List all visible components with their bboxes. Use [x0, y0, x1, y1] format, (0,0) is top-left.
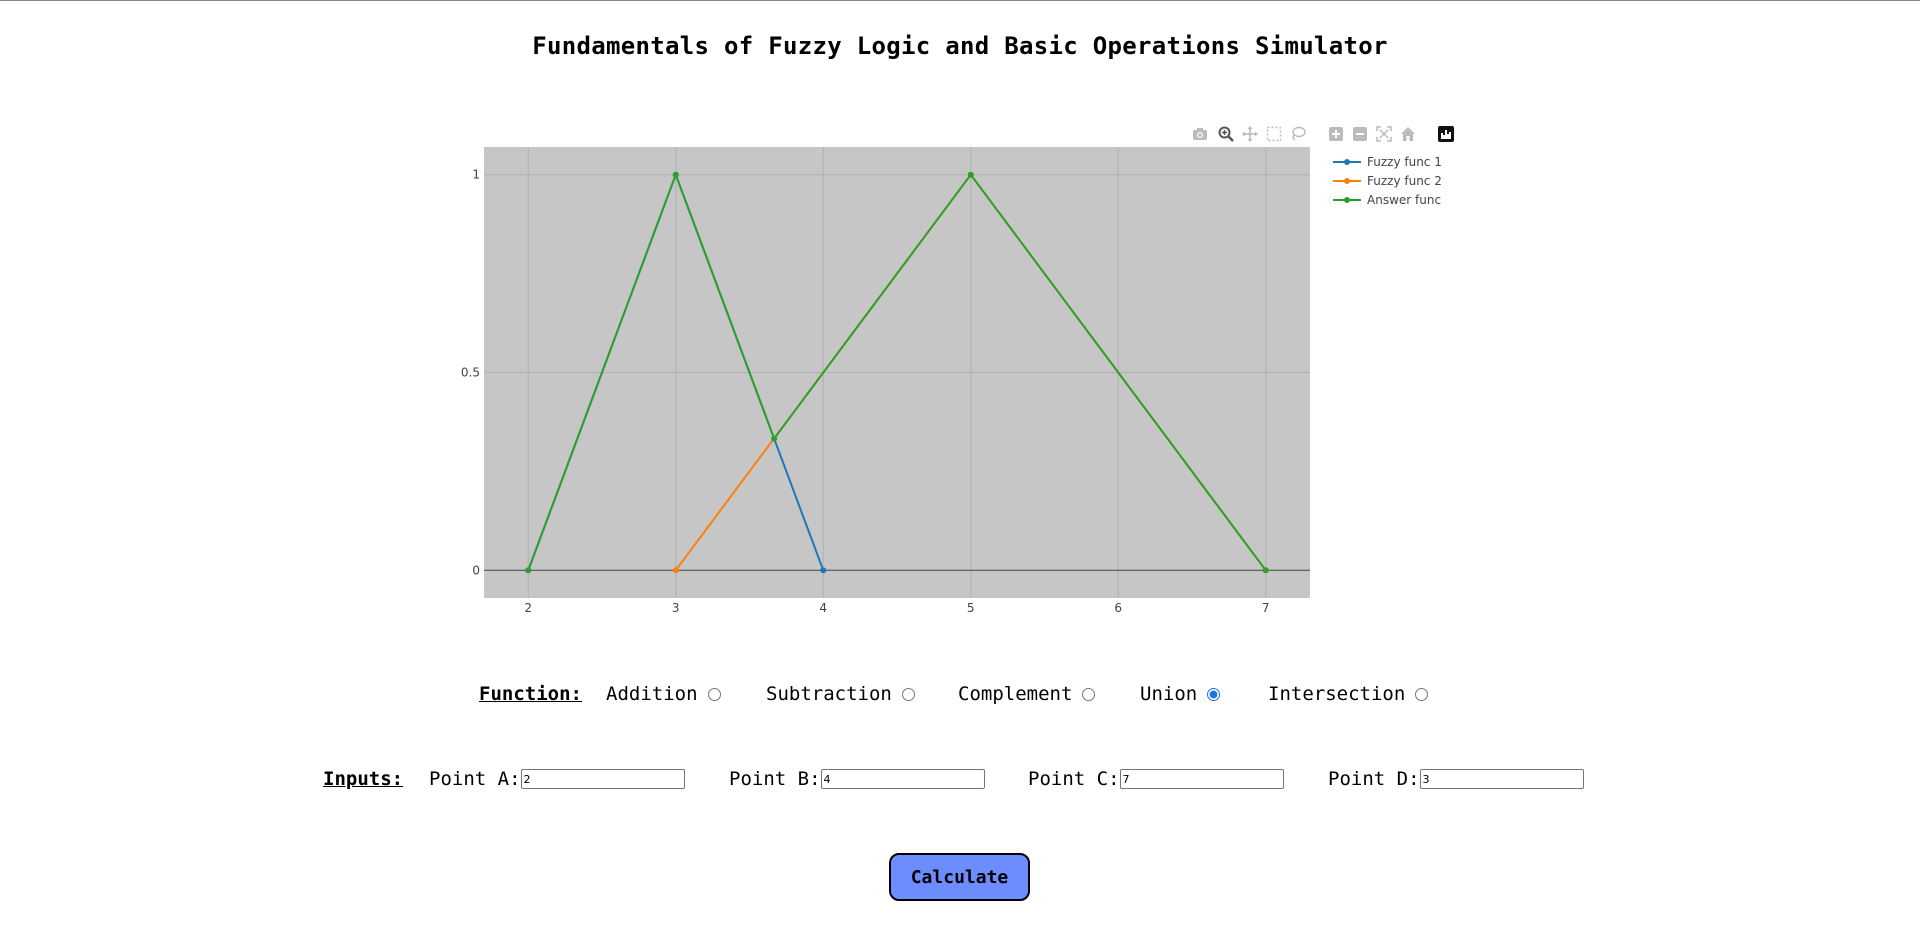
x-tick-label: 2	[524, 601, 532, 615]
point-c-group: Point C:	[1028, 768, 1284, 790]
x-tick-label: 4	[819, 601, 827, 615]
option-label: Union	[1140, 683, 1198, 705]
option-label: Intersection	[1268, 683, 1406, 705]
camera-icon[interactable]	[1190, 124, 1210, 144]
option-label: Addition	[606, 683, 698, 705]
autoscale-icon[interactable]	[1374, 124, 1394, 144]
data-point[interactable]	[771, 435, 778, 442]
addition-radio[interactable]	[707, 687, 721, 701]
inputs-label: Inputs:	[323, 768, 404, 790]
point-a-group: Point A:	[429, 768, 685, 790]
option-subtraction[interactable]: Subtraction	[766, 683, 915, 705]
data-point[interactable]	[525, 567, 532, 574]
x-tick-label: 6	[1114, 601, 1122, 615]
point-b-label: Point B:	[729, 768, 821, 790]
pan-icon[interactable]	[1240, 124, 1260, 144]
plotly-logo-icon[interactable]	[1436, 124, 1456, 144]
y-tick-label: 1	[472, 168, 480, 182]
legend-marker	[1344, 178, 1350, 184]
data-point[interactable]	[820, 567, 827, 574]
reset-axes-icon[interactable]	[1398, 124, 1418, 144]
subtraction-radio[interactable]	[901, 687, 915, 701]
point-a-label: Point A:	[429, 768, 521, 790]
inputs-section: Inputs: Point A: Point B: Point C: Point…	[0, 768, 1920, 794]
point-c-input[interactable]	[1119, 769, 1284, 789]
legend-marker	[1344, 159, 1350, 165]
option-label: Complement	[958, 683, 1073, 705]
point-a-input[interactable]	[520, 769, 685, 789]
option-union[interactable]: Union	[1140, 683, 1221, 705]
x-tick-label: 3	[672, 601, 680, 615]
union-radio[interactable]	[1207, 687, 1221, 701]
box-select-icon[interactable]	[1264, 124, 1284, 144]
option-addition[interactable]: Addition	[606, 683, 721, 705]
legend-item-label[interactable]: Fuzzy func 2	[1367, 174, 1442, 188]
function-label: Function:	[479, 683, 582, 705]
legend-item-label[interactable]: Answer func	[1367, 193, 1441, 207]
x-tick-label: 7	[1262, 601, 1270, 615]
point-d-label: Point D:	[1328, 768, 1420, 790]
point-b-group: Point B:	[729, 768, 985, 790]
data-point[interactable]	[1262, 567, 1269, 574]
y-tick-label: 0.5	[461, 366, 480, 380]
top-border	[0, 0, 1920, 1]
legend-item-label[interactable]: Fuzzy func 1	[1367, 155, 1442, 169]
option-intersection[interactable]: Intersection	[1268, 683, 1429, 705]
zoom-in-icon[interactable]	[1326, 124, 1346, 144]
page-title: Fundamentals of Fuzzy Logic and Basic Op…	[532, 32, 1388, 60]
intersection-radio[interactable]	[1415, 687, 1429, 701]
zoom-out-icon[interactable]	[1350, 124, 1370, 144]
function-selector: Function: Addition Subtraction Complemen…	[0, 683, 1920, 707]
point-b-input[interactable]	[820, 769, 985, 789]
y-tick-label: 0	[472, 563, 480, 577]
point-c-label: Point C:	[1028, 768, 1120, 790]
calculate-button[interactable]: Calculate	[889, 853, 1030, 901]
data-point[interactable]	[672, 171, 679, 178]
data-point[interactable]	[967, 171, 974, 178]
x-tick-label: 5	[967, 601, 975, 615]
legend-marker	[1344, 197, 1350, 203]
complement-radio[interactable]	[1082, 687, 1096, 701]
zoom-icon[interactable]	[1216, 124, 1236, 144]
lasso-select-icon[interactable]	[1288, 124, 1308, 144]
point-d-group: Point D:	[1328, 768, 1584, 790]
point-d-input[interactable]	[1419, 769, 1584, 789]
data-point[interactable]	[672, 567, 679, 574]
fuzzy-chart[interactable]: 2 3 4 5 6 7 0 0.5 1 Fuzzy func 1 Fuzzy func 2 Answ…	[440, 118, 1460, 628]
option-complement[interactable]: Complement	[958, 683, 1096, 705]
option-label: Subtraction	[766, 683, 892, 705]
